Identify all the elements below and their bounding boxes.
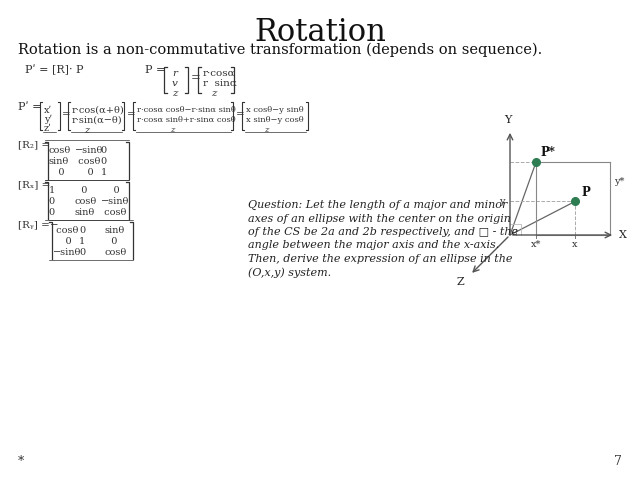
Text: 0: 0: [49, 197, 55, 206]
Text: r·cosα sinθ+r·sinα cosθ: r·cosα sinθ+r·sinα cosθ: [137, 116, 236, 124]
Text: v: v: [172, 79, 178, 88]
Text: z: z: [264, 126, 268, 134]
Text: xʹ: xʹ: [44, 106, 52, 115]
Text: cosθ: cosθ: [105, 248, 127, 257]
Text: 0: 0: [75, 168, 93, 177]
Text: *: *: [18, 455, 24, 468]
Text: [Rₓ] =: [Rₓ] =: [18, 180, 51, 189]
Text: 0: 0: [105, 237, 117, 246]
Text: y*: y*: [614, 177, 624, 186]
Text: 0: 0: [100, 146, 107, 155]
Text: z: z: [170, 126, 174, 134]
Text: 0: 0: [75, 186, 87, 195]
Text: =: =: [127, 110, 136, 120]
Text: [Rᵧ] =−: [Rᵧ] =−: [18, 220, 59, 229]
Text: r·cosα: r·cosα: [203, 69, 236, 78]
Text: Rotation is a non-commutative transformation (depends on sequence).: Rotation is a non-commutative transforma…: [18, 43, 542, 58]
Text: 0: 0: [100, 157, 107, 166]
Text: 0: 0: [53, 237, 72, 246]
Text: 1: 1: [100, 168, 107, 177]
Text: z: z: [84, 126, 89, 135]
Text: P =: P =: [145, 65, 165, 75]
Text: Z: Z: [456, 277, 464, 287]
Text: =: =: [191, 72, 201, 84]
Text: (O,x,y) system.: (O,x,y) system.: [248, 267, 331, 278]
Text: axes of an ellipse with the center on the origin: axes of an ellipse with the center on th…: [248, 214, 511, 224]
Text: cosθ: cosθ: [75, 197, 97, 206]
Text: z: z: [211, 89, 216, 98]
Text: X: X: [619, 230, 627, 240]
Text: Question: Let the length of a major and minor: Question: Let the length of a major and …: [248, 200, 508, 210]
Text: z: z: [172, 89, 177, 98]
Text: r·sin(α−θ): r·sin(α−θ): [72, 116, 123, 125]
Text: Y: Y: [504, 115, 512, 125]
Text: r·cosα cosθ−r·sinα sinθ: r·cosα cosθ−r·sinα sinθ: [137, 106, 236, 114]
Text: x cosθ−y sinθ: x cosθ−y sinθ: [246, 106, 303, 114]
Text: of the CS be 2a and 2b respectively, and □ - the: of the CS be 2a and 2b respectively, and…: [248, 227, 518, 237]
Text: P: P: [581, 186, 590, 199]
Text: yʹ: yʹ: [44, 115, 52, 124]
Text: 1: 1: [79, 237, 85, 246]
Text: 7: 7: [614, 455, 622, 468]
Text: sinθ: sinθ: [75, 208, 95, 217]
Text: r·cos(α+θ): r·cos(α+θ): [72, 106, 125, 115]
Text: −sinθ: −sinθ: [100, 197, 129, 206]
Text: =: =: [236, 110, 244, 120]
Text: 1: 1: [49, 186, 55, 195]
Text: x*: x*: [531, 240, 541, 249]
Text: P*: P*: [540, 146, 555, 159]
Text: 0: 0: [79, 226, 85, 235]
Text: 0: 0: [100, 186, 120, 195]
Text: Pʹ = [R]· P: Pʹ = [R]· P: [25, 65, 83, 75]
Text: r: r: [172, 69, 177, 78]
Text: Pʹ =: Pʹ =: [18, 102, 42, 112]
Text: cosθ: cosθ: [53, 226, 78, 235]
Text: =: =: [62, 110, 71, 120]
Text: angle between the major axis and the x-axis.: angle between the major axis and the x-a…: [248, 240, 499, 251]
Text: −sinθ: −sinθ: [75, 146, 103, 155]
Text: Rotation: Rotation: [254, 17, 386, 48]
Text: cosθ: cosθ: [100, 208, 126, 217]
Text: cosθ: cosθ: [49, 146, 71, 155]
Text: 0: 0: [49, 208, 55, 217]
Text: sinθ: sinθ: [49, 157, 69, 166]
Text: x: x: [572, 240, 578, 249]
Text: y: y: [499, 197, 505, 206]
Text: x sinθ−y cosθ: x sinθ−y cosθ: [246, 116, 303, 124]
Text: zʹ: zʹ: [44, 124, 52, 133]
Text: r  sinα: r sinα: [203, 79, 237, 88]
Text: cosθ: cosθ: [75, 157, 100, 166]
Text: sinθ: sinθ: [105, 226, 125, 235]
Text: Then, derive the expression of an ellipse in the: Then, derive the expression of an ellips…: [248, 254, 513, 264]
Text: [R₂] =: [R₂] =: [18, 140, 50, 149]
Text: 0: 0: [49, 168, 64, 177]
Text: 0: 0: [79, 248, 85, 257]
Text: −sinθ: −sinθ: [53, 248, 81, 257]
